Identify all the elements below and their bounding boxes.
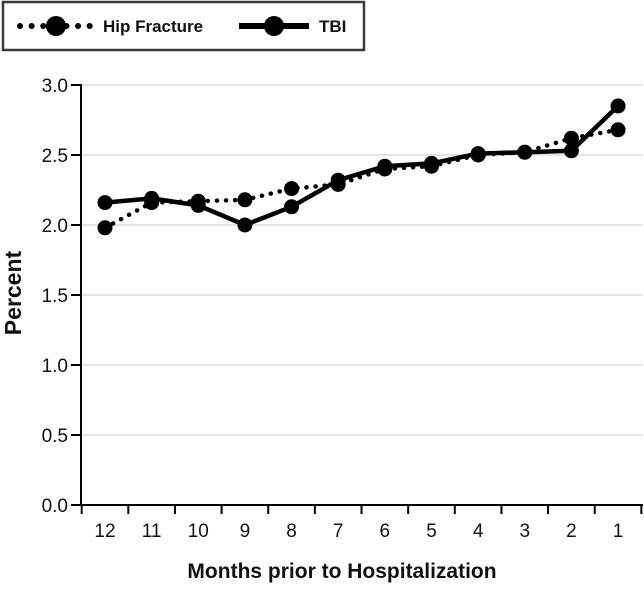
- hip-fracture-point-month-8: [284, 181, 300, 197]
- x-tick-label-10: 10: [188, 521, 209, 542]
- y-tick-label-1.0: 1.0: [42, 356, 68, 377]
- y-axis-title: Percent: [0, 250, 26, 335]
- tbi-point-month-6: [377, 158, 393, 174]
- tbi-point-month-4: [470, 146, 486, 162]
- hip-fracture-point-month-2: [563, 130, 579, 146]
- tbi-legend-marker: [264, 16, 284, 36]
- hip-fracture-point-month-1: [610, 122, 626, 138]
- x-axis-title: Months prior to Hospitalization: [187, 560, 496, 583]
- x-axis-tick-labels: 12 11 10 9 8 7 6 5 4 3 2 1: [94, 521, 623, 542]
- tbi-point-month-11: [144, 190, 160, 206]
- x-tick-label-5: 5: [426, 521, 437, 542]
- tbi-point-month-12: [97, 195, 113, 211]
- y-tick-label-0.0: 0.0: [42, 496, 68, 517]
- x-tick-label-12: 12: [94, 521, 115, 542]
- x-tick-label-1: 1: [613, 521, 624, 542]
- tbi-point-month-7: [330, 172, 346, 188]
- x-tick-label-7: 7: [333, 521, 344, 542]
- y-tick-label-2.5: 2.5: [42, 146, 68, 167]
- y-tick-label-3.0: 3.0: [42, 76, 68, 97]
- gridlines: [81, 84, 642, 436]
- x-tick-label-8: 8: [286, 521, 297, 542]
- tbi-point-month-10: [190, 197, 206, 213]
- y-axis-tick-labels: 0.0 0.5 1.0 1.5 2.0 2.5 3.0: [42, 76, 68, 517]
- tbi-line: [104, 104, 620, 228]
- x-tick-label-4: 4: [473, 521, 484, 542]
- x-tick-label-3: 3: [519, 521, 530, 542]
- y-tick-label-2.0: 2.0: [42, 216, 68, 237]
- tbi-point-month-8: [284, 199, 300, 215]
- hip-fracture-point-month-12: [97, 220, 113, 236]
- y-tick-label-1.5: 1.5: [42, 286, 68, 307]
- tbi-point-month-1: [610, 98, 626, 114]
- x-axis-ticks: [80, 505, 643, 514]
- tbi-point-month-3: [517, 144, 533, 160]
- y-tick-label-0.5: 0.5: [42, 426, 68, 447]
- x-tick-label-11: 11: [142, 521, 162, 542]
- tbi-point-month-2: [563, 143, 579, 159]
- x-tick-label-6: 6: [380, 521, 391, 542]
- hip-fracture-point-month-9: [237, 192, 253, 208]
- y-axis-ticks: [71, 84, 81, 506]
- tbi-legend-label: TBI: [319, 17, 346, 36]
- tbi-point-month-5: [423, 155, 439, 171]
- x-tick-label-9: 9: [240, 521, 251, 542]
- tbi-point-month-9: [237, 217, 253, 233]
- series-hip-fracture: [97, 122, 626, 236]
- series-tbi: [97, 98, 626, 233]
- hip-fracture-legend-marker: [46, 16, 66, 36]
- hip-fracture-legend-label: Hip Fracture: [103, 17, 203, 36]
- hip-fracture-line: [102, 127, 621, 231]
- legend: Hip Fracture TBI: [1, 0, 366, 52]
- x-tick-label-2: 2: [566, 521, 577, 542]
